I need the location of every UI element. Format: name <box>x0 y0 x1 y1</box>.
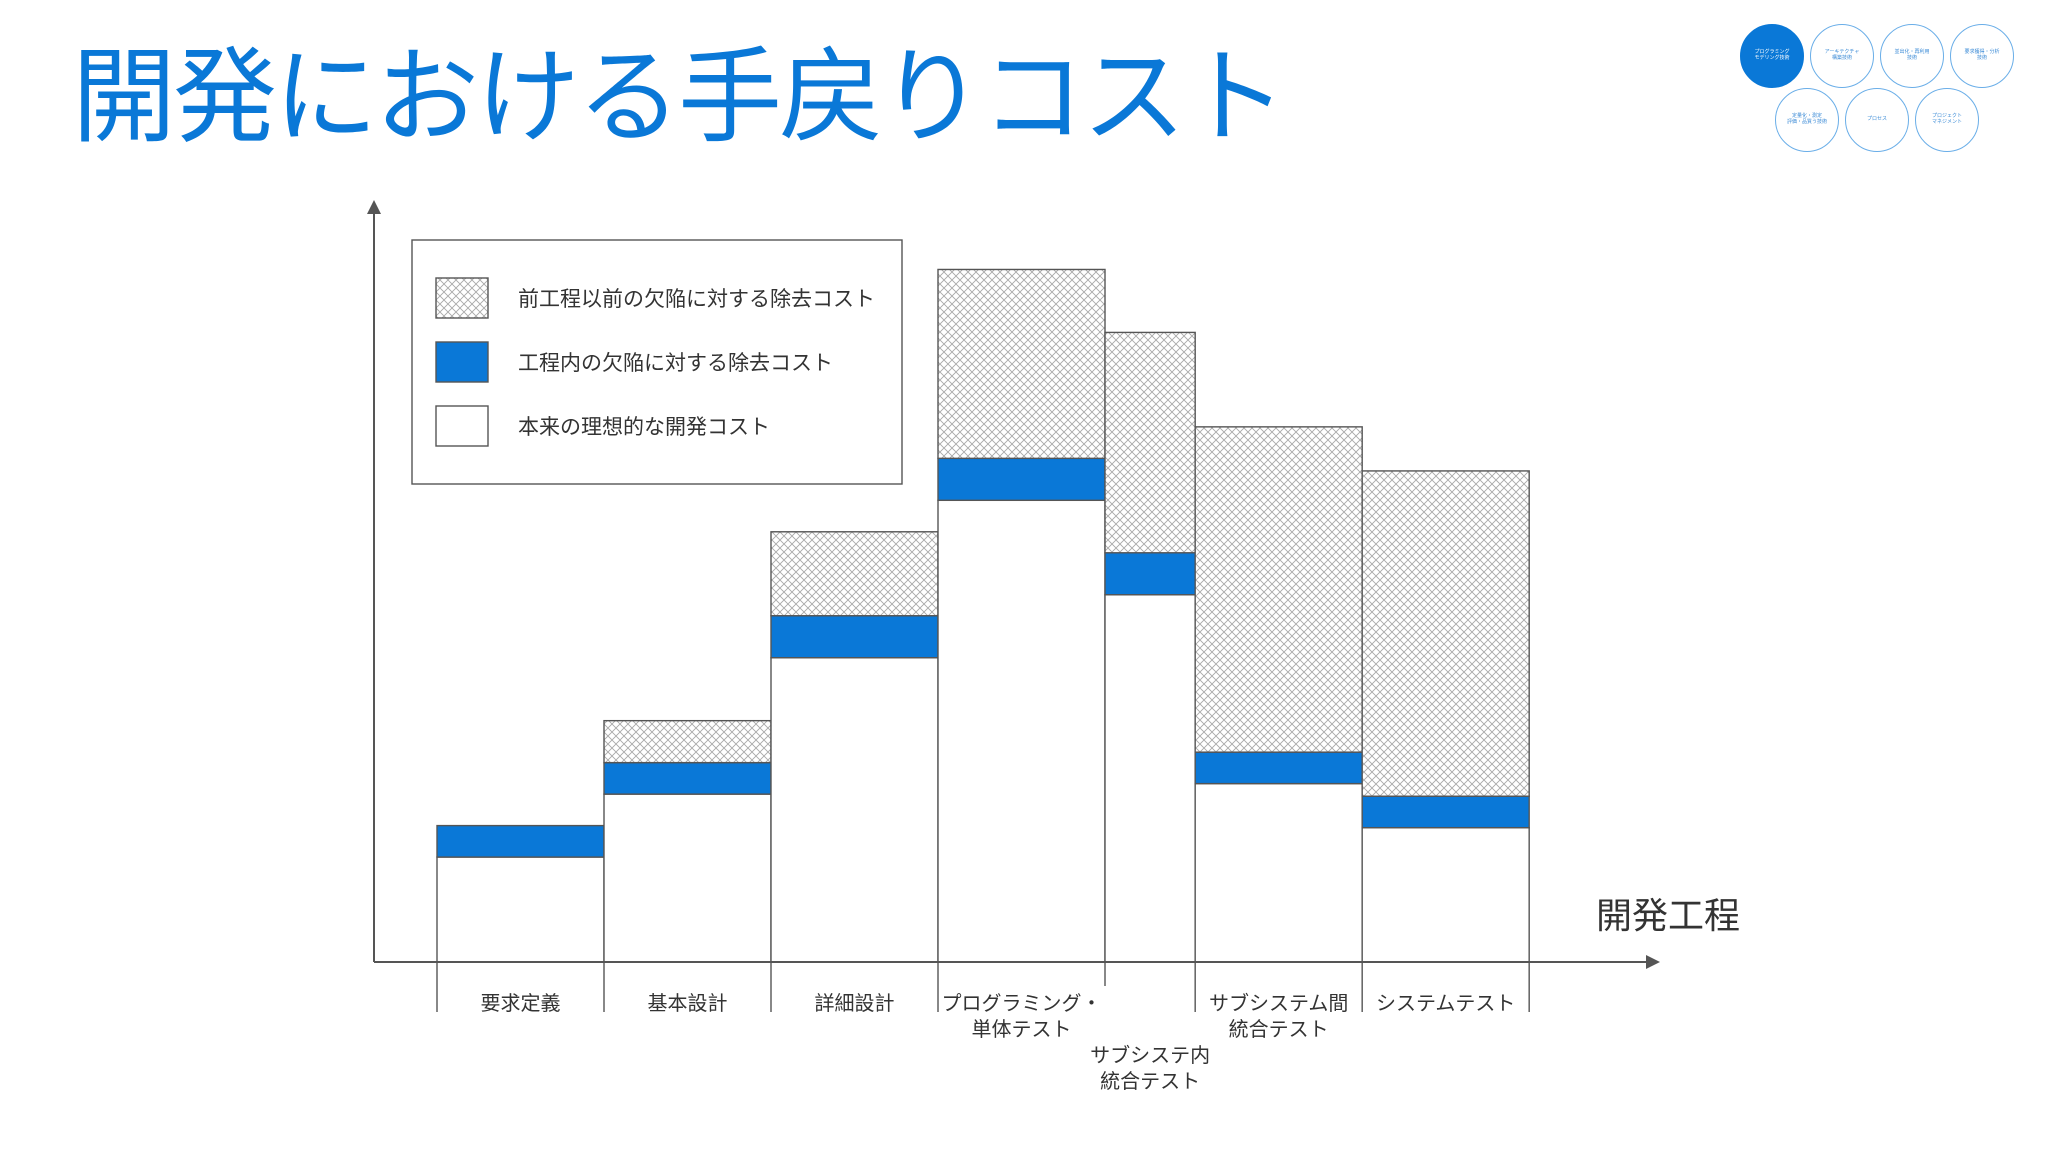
legend-swatch-hatch <box>435 277 489 319</box>
legend-label-hatch: 前工程以前の欠陥に対する除去コスト <box>518 287 875 311</box>
legend-box <box>411 239 903 485</box>
legend-label-blue: 工程内の欠陥に対する除去コスト <box>518 351 833 375</box>
bar-white-2 <box>603 793 772 963</box>
page-title: 開発における手戻りコスト <box>72 36 1287 158</box>
legend-swatch-blue <box>435 341 489 383</box>
bar-hatch-3 <box>770 531 939 617</box>
nav-circle-7[interactable]: プロジェクト マネジメント <box>1915 88 1979 152</box>
bar-blue-6 <box>1194 751 1363 785</box>
bar-hatch-5 <box>1104 331 1196 554</box>
category-label-5: サブシステ内統合テスト <box>1090 1043 1210 1093</box>
bar-white-4 <box>937 499 1106 963</box>
category-label-6: サブシステム間統合テスト <box>1209 991 1348 1041</box>
bar-white-5 <box>1104 594 1196 963</box>
bar-hatch-6 <box>1194 426 1363 753</box>
legend: 前工程以前の欠陥に対する除去コスト工程内の欠陥に対する除去コスト本来の理想的な開… <box>411 239 903 485</box>
category-label-3: 詳細設計 <box>815 991 895 1015</box>
y-axis-arrow <box>367 200 381 214</box>
x-axis-arrow <box>1646 955 1660 969</box>
nav-circle-2[interactable]: アーキテクチャ 構築技術 <box>1810 24 1874 88</box>
bar-hatch-7 <box>1361 470 1530 797</box>
bars-layer <box>436 268 1530 963</box>
x-axis-title: 開発工程 <box>1596 896 1740 937</box>
bar-blue-2 <box>603 761 772 795</box>
bar-blue-1 <box>436 824 605 858</box>
bar-blue-4 <box>937 457 1106 502</box>
category-labels-layer: 要求定義 基本設計 詳細設計 プログラミング・単体テストサブシステ内統合テストサブシス… <box>481 991 1516 1093</box>
axes-layer: 開発工程 <box>367 200 1740 1012</box>
bar-white-7 <box>1361 826 1530 963</box>
bar-white-3 <box>770 657 939 963</box>
bar-blue-3 <box>770 615 939 659</box>
category-label-7: システムテスト <box>1376 991 1515 1015</box>
nav-circle-6[interactable]: プロセス <box>1845 88 1909 152</box>
legend-label-white: 本来の理想的な開発コスト <box>518 415 770 439</box>
nav-circle-5[interactable]: 定量化・測定 評価・品質う技術 <box>1775 88 1839 152</box>
bar-white-1 <box>436 856 605 963</box>
bar-white-6 <box>1194 782 1363 963</box>
nav-circle-4[interactable]: 要求獲得・分析 技術 <box>1950 24 2014 88</box>
category-label-4: プログラミング・単体テスト <box>942 991 1102 1041</box>
bar-blue-5 <box>1104 552 1196 596</box>
category-label-2: 基本設計 <box>648 991 728 1015</box>
bar-blue-7 <box>1361 795 1530 829</box>
section-nav: プログラミング モデリング技術 アーキテクチャ 構築技術 並出化・再利用 技術 要求獲… <box>1740 24 2030 154</box>
nav-circle-3[interactable]: 並出化・再利用 技術 <box>1880 24 1944 88</box>
nav-circle-1[interactable]: プログラミング モデリング技術 <box>1740 24 1804 88</box>
bar-hatch-2 <box>603 719 772 764</box>
bar-hatch-4 <box>937 268 1106 460</box>
legend-swatch-white <box>435 405 489 447</box>
category-label-1: 要求定義 <box>481 991 561 1015</box>
